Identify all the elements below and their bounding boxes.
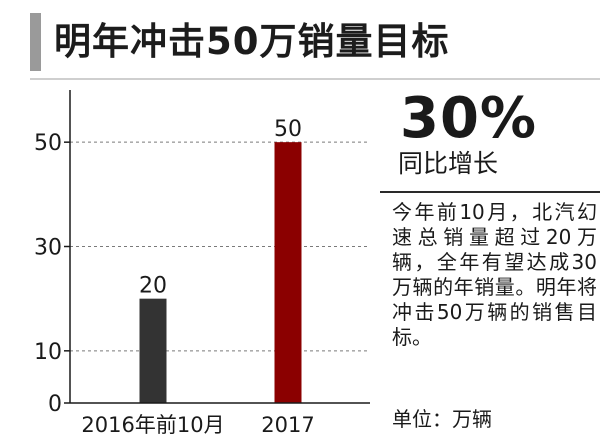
y-tick-label: 30 (34, 236, 62, 261)
grid-layer (70, 141, 370, 352)
header-divider (30, 78, 600, 80)
x-tick-label: 2017 (261, 413, 314, 437)
axis-layer (64, 90, 370, 404)
unit-label: 单位：万辆 (392, 407, 492, 431)
side-panel: 30% 同比增长 今年前10月，北汽幻速总销量超过20万辆，全年有望达成30万辆… (380, 82, 600, 445)
data-label: 50 (274, 117, 302, 142)
bar (274, 142, 302, 403)
bar-layer (139, 142, 302, 403)
y-tick-label: 10 (34, 340, 62, 365)
y-tick-label: 50 (34, 131, 62, 156)
page-title: 明年冲击50万销量目标 (54, 20, 450, 63)
title-accent-bar (30, 13, 41, 71)
growth-stat-label: 同比增长 (398, 149, 499, 178)
data-label: 20 (139, 274, 167, 299)
header: 明年冲击50万销量目标 (0, 0, 600, 82)
label-layer: 0 10 30 50 20 2016年前10月 50 2017 (34, 117, 315, 437)
bar (139, 298, 167, 403)
description-text: 今年前10月，北汽幻速总销量超过20万辆，全年有望达成30万辆的年销量。明年将冲… (392, 200, 597, 349)
x-tick-label: 2016年前10月 (81, 413, 224, 437)
side-divider (380, 191, 600, 193)
y-tick-label: 0 (48, 392, 62, 417)
growth-stat-value: 30% (400, 86, 538, 151)
